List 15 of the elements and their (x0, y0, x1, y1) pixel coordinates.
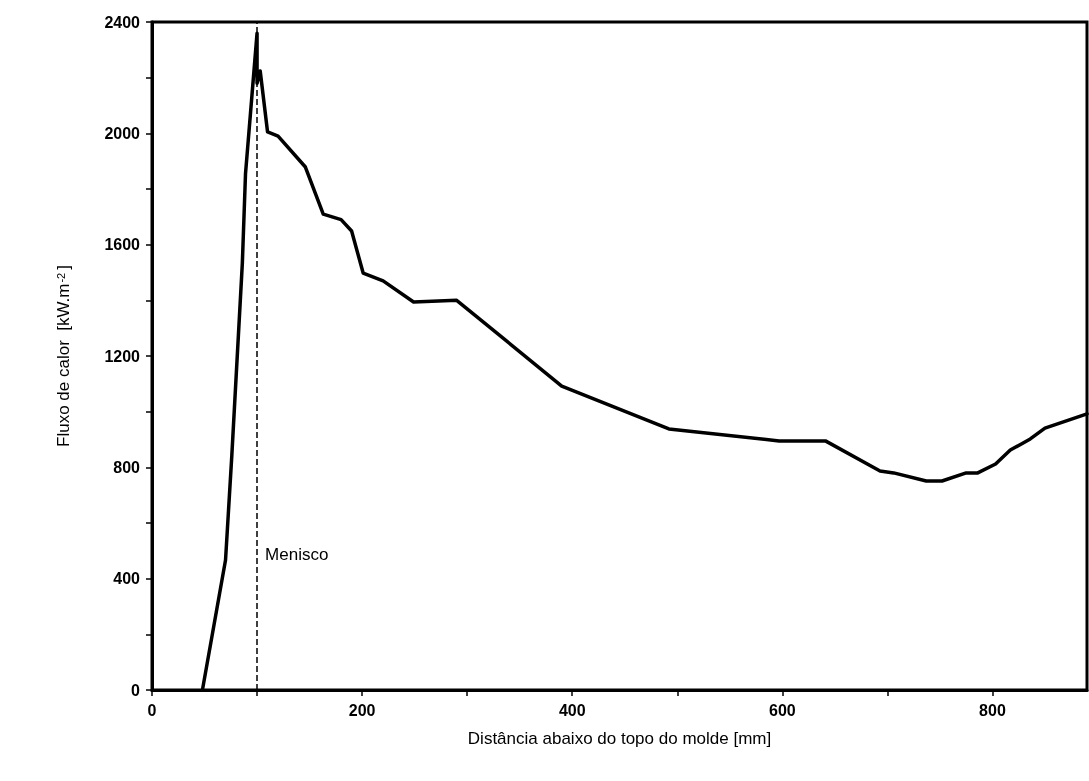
y-tick-label: 1200 (104, 347, 141, 365)
y-tick-label: 1600 (104, 236, 141, 254)
ref-line-label: Menisco (265, 545, 329, 565)
y-axis-title: Fluxo de calor [kW.m-2] (54, 265, 73, 447)
x-tick-label: 800 (979, 701, 1006, 719)
y-tick-label: 2400 (104, 13, 141, 31)
y-tick-label: 800 (113, 458, 141, 476)
y-tick-label: 400 (113, 570, 141, 588)
x-tick-label: 200 (348, 701, 376, 719)
x-axis-title: Distância abaixo do topo do molde [mm] (467, 729, 772, 748)
y-tick-label: 0 (131, 681, 141, 699)
x-tick-label: 0 (147, 701, 157, 719)
y-tick-label: 2000 (104, 124, 141, 142)
x-tick-label: 400 (558, 701, 586, 719)
x-tick-label: 600 (768, 701, 796, 719)
